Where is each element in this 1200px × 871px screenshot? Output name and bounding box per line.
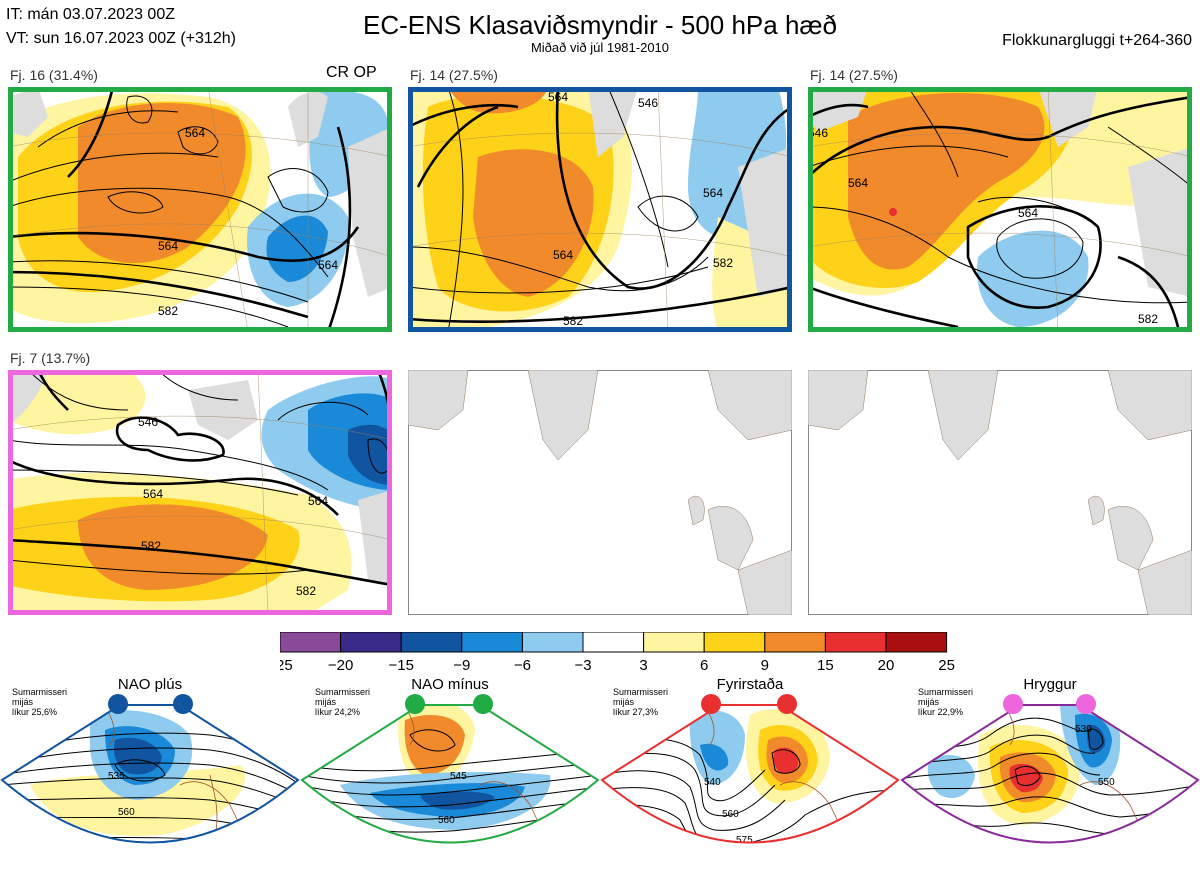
contour-label: 582: [158, 304, 178, 318]
colorbar-cell: [400, 632, 463, 653]
colorbar-cells: [280, 632, 948, 653]
regime-1-marker: [108, 694, 128, 714]
colorbar-cell: [703, 632, 766, 653]
colorbar-tick-label: 15: [817, 657, 834, 674]
regime-4-marker: [1003, 694, 1023, 714]
colorbar-cell: [340, 632, 402, 653]
colorbar-ticks: −25 −20 −15 −9 −6 −3 3 6 9 15 20 25: [280, 657, 955, 674]
colorbar-tick-label: −25: [280, 657, 293, 674]
cluster-1-label: Fj. 16 (31.4%): [10, 67, 98, 83]
contour-label: 564: [553, 248, 573, 262]
initial-time: IT: mán 03.07.2023 00Z: [6, 6, 175, 23]
regime-1-marker: [173, 694, 193, 714]
regime-contour-label: 530: [1075, 724, 1092, 735]
regime-contour-label: 575: [448, 850, 465, 861]
colorbar-cell: [461, 632, 523, 653]
contour-label: 582: [563, 314, 583, 328]
contour-label: 564: [308, 494, 328, 508]
colorbar-tick-label: −6: [514, 657, 531, 674]
cluster-1-border: [8, 87, 392, 332]
cluster-2-border: [408, 87, 792, 332]
contour-label: 582: [296, 584, 316, 598]
regime-4-title: Hryggur: [1023, 676, 1077, 693]
contour-label: 564: [548, 90, 568, 104]
cluster-4-label: Fj. 7 (13.7%): [10, 350, 91, 366]
contour-label: 546: [138, 415, 158, 429]
cluster-3-map: 546 564 564 582: [808, 87, 1192, 332]
cluster-1-map: 564 564 564 582: [8, 87, 392, 332]
regime-2-title: NAO mínus: [411, 676, 489, 693]
regime-2-map: 545 560 575: [300, 694, 600, 861]
cluster-3-border: [808, 87, 1192, 332]
regime-3-info: Sumarmisseri mijás líkur 27,3%: [613, 687, 669, 717]
regime-contour-label: 550: [1098, 777, 1115, 788]
contour-label: 582: [713, 256, 733, 270]
regime-4-marker: [1076, 694, 1096, 714]
regime-1-info: Sumarmisseri mijás líkur 25,6%: [12, 687, 68, 717]
regime-3-map: 540 560 575: [600, 694, 900, 846]
colorbar-tick-label: 6: [700, 657, 708, 674]
regime-3-marker: [701, 694, 721, 714]
page-title: EC-ENS Klasaviðsmyndir - 500 hPa hæð: [363, 10, 837, 40]
empty-map-6: [808, 370, 1192, 615]
contour-label: 564: [848, 176, 868, 190]
contour-label: 564: [158, 239, 178, 253]
contour-label: 582: [1138, 312, 1158, 326]
colorbar-tick-label: −15: [388, 657, 413, 674]
regime-3-marker: [777, 694, 797, 714]
colorbar-cell: [643, 632, 705, 653]
colorbar-cell: [824, 632, 887, 653]
contour-label: 582: [141, 539, 161, 553]
colorbar-tick-label: 3: [639, 657, 647, 674]
regime-2-marker: [405, 694, 425, 714]
regime-contour-label: 535: [108, 771, 125, 782]
colorbar-cell: [280, 632, 342, 653]
classification-window: Flokkunargluggi t+264-360: [1002, 32, 1192, 49]
cluster-3-label: Fj. 14 (27.5%): [810, 67, 898, 83]
colorbar-cell: [764, 632, 826, 653]
contour-label: 564: [318, 258, 338, 272]
colorbar-tick-label: −3: [574, 657, 591, 674]
colorbar-tick-label: −9: [453, 657, 470, 674]
colorbar-tick-label: 9: [761, 657, 769, 674]
cluster-4-border: [8, 370, 392, 615]
cluster-2-label: Fj. 14 (27.5%): [410, 67, 498, 83]
colorbar-cell: [885, 632, 948, 653]
cluster-4-map: 546 564 564 582 582: [8, 370, 392, 615]
regime-4-info: Sumarmisseri mijás líkur 22,9%: [918, 687, 974, 717]
regime-contour-label: 560: [722, 809, 739, 820]
colorbar-tick-label: 20: [878, 657, 895, 674]
contour-label: 546: [638, 96, 658, 110]
regime-contour-label: 560: [118, 807, 135, 818]
regime-2-marker: [473, 694, 493, 714]
contour-label: 564: [1018, 206, 1038, 220]
regime-4-map: 530 550 575: [900, 694, 1200, 849]
colorbar-tick-label: 25: [938, 657, 955, 674]
cluster-1-tag: CR OP: [326, 64, 377, 81]
colorbar-cell: [521, 632, 584, 653]
regime-contour-label: 545: [450, 771, 467, 782]
regime-contour-label: 560: [438, 815, 455, 826]
contour-label: 546: [808, 126, 828, 140]
regime-2-info: Sumarmisseri mijás líkur 24,2%: [315, 687, 371, 717]
regime-1-map: 535 560: [0, 694, 300, 844]
page-subtitle: Miðað við júl 1981-2010: [530, 40, 670, 55]
regime-contour-label: 575: [736, 835, 753, 846]
regime-contour-label: 540: [704, 777, 721, 788]
regime-contour-label: 575: [1096, 838, 1113, 849]
contour-label: 564: [143, 487, 163, 501]
regime-1-title: NAO plús: [117, 676, 183, 693]
regime-3-title: Fyrirstaða: [716, 676, 784, 693]
colorbar: −25 −20 −15 −9 −6 −3 3 6 9 15 20 25: [280, 632, 955, 674]
cluster-2-map: 546 564 564 564 582 582: [408, 87, 792, 332]
contour-label: 564: [185, 126, 205, 140]
contour-label: 564: [703, 186, 723, 200]
empty-map-5: [408, 370, 792, 615]
colorbar-cell: [582, 632, 645, 653]
colorbar-tick-label: −20: [328, 657, 353, 674]
valid-time: VT: sun 16.07.2023 00Z (+312h): [6, 30, 236, 47]
